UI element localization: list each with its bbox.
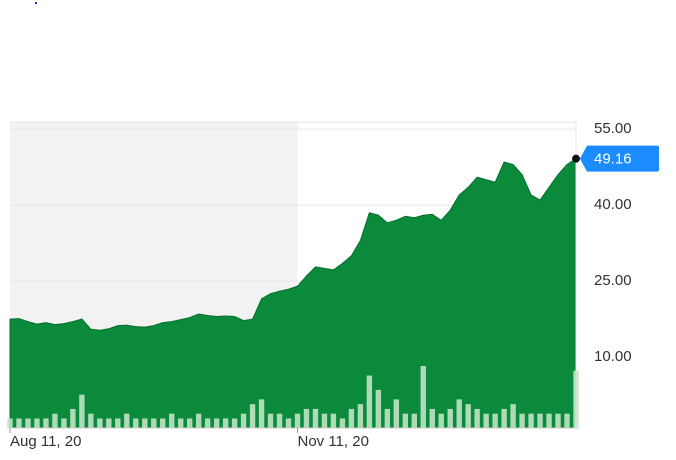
volume-bar <box>88 413 94 428</box>
volume-bar <box>348 408 355 428</box>
dot-marker <box>35 2 37 4</box>
volume-bar <box>258 399 265 428</box>
volume-bar <box>16 418 22 428</box>
volume-bar <box>186 418 193 428</box>
volume-bar <box>384 408 391 428</box>
volume-bar <box>43 418 49 428</box>
volume-bar <box>267 413 274 428</box>
volume-bar <box>375 389 382 428</box>
volume-bar <box>492 413 498 428</box>
volume-bar <box>321 413 328 428</box>
volume-bar <box>106 418 112 428</box>
last-point <box>572 154 580 163</box>
volume-bar <box>249 404 256 428</box>
y-tick-label: 40.00 <box>594 196 632 213</box>
volume-bar <box>61 418 67 428</box>
volume-bar <box>231 418 238 428</box>
volume-bar <box>7 418 13 428</box>
x-tick-label: Nov 11, 20 <box>297 433 368 450</box>
volume-bar <box>411 413 417 428</box>
volume-bar <box>438 413 444 428</box>
price-tag <box>580 145 659 172</box>
volume-bar <box>528 413 534 428</box>
volume-bar <box>133 418 139 428</box>
volume-bar <box>330 413 337 428</box>
volume-bar <box>142 418 148 428</box>
volume-bar <box>429 408 435 428</box>
volume-bar <box>213 418 220 428</box>
volume-bar <box>456 399 462 428</box>
volume-bar <box>222 418 229 428</box>
volume-bar <box>169 413 175 428</box>
volume-bar <box>447 408 453 428</box>
volume-bar <box>420 366 426 428</box>
volume-bar <box>52 413 58 428</box>
volume-bar <box>339 418 346 428</box>
volume-bar <box>303 408 310 428</box>
volume-bar <box>483 413 489 428</box>
volume-bar <box>357 404 364 428</box>
volume-bar <box>537 413 543 428</box>
volume-bar <box>393 399 400 428</box>
volume-bar <box>70 408 76 428</box>
volume-bar <box>555 413 561 428</box>
volume-bar <box>25 418 31 428</box>
y-tick-label: 25.00 <box>594 272 632 289</box>
volume-bar <box>546 413 552 428</box>
volume-bar <box>34 418 40 428</box>
volume-bar <box>312 408 319 428</box>
y-tick-label: 10.00 <box>594 348 632 365</box>
volume-bar <box>195 413 202 428</box>
volume-bar <box>465 404 471 428</box>
volume-bar <box>115 418 121 428</box>
volume-bar <box>519 413 525 428</box>
volume-bar <box>294 413 301 428</box>
volume-bar <box>79 394 85 428</box>
volume-bar <box>564 413 570 428</box>
volume-bar <box>510 404 516 428</box>
volume-bar <box>501 408 507 428</box>
volume-bar <box>285 418 292 428</box>
x-tick-label: Aug 11, 20 <box>10 433 81 450</box>
price-tag-label: 49.16 <box>594 151 632 168</box>
y-tick-label: 55.00 <box>594 120 632 137</box>
volume-bar <box>124 413 130 428</box>
volume-bar <box>366 375 373 428</box>
volume-bar <box>178 418 184 428</box>
volume-bar <box>204 418 211 428</box>
volume-bar <box>276 413 283 428</box>
volume-bar <box>151 418 157 428</box>
price-area <box>9 157 577 429</box>
volume-bar <box>402 413 408 428</box>
volume-bar <box>240 413 247 428</box>
volume-bar <box>97 418 103 428</box>
volume-bar <box>474 408 480 428</box>
volume-bar <box>160 418 166 428</box>
